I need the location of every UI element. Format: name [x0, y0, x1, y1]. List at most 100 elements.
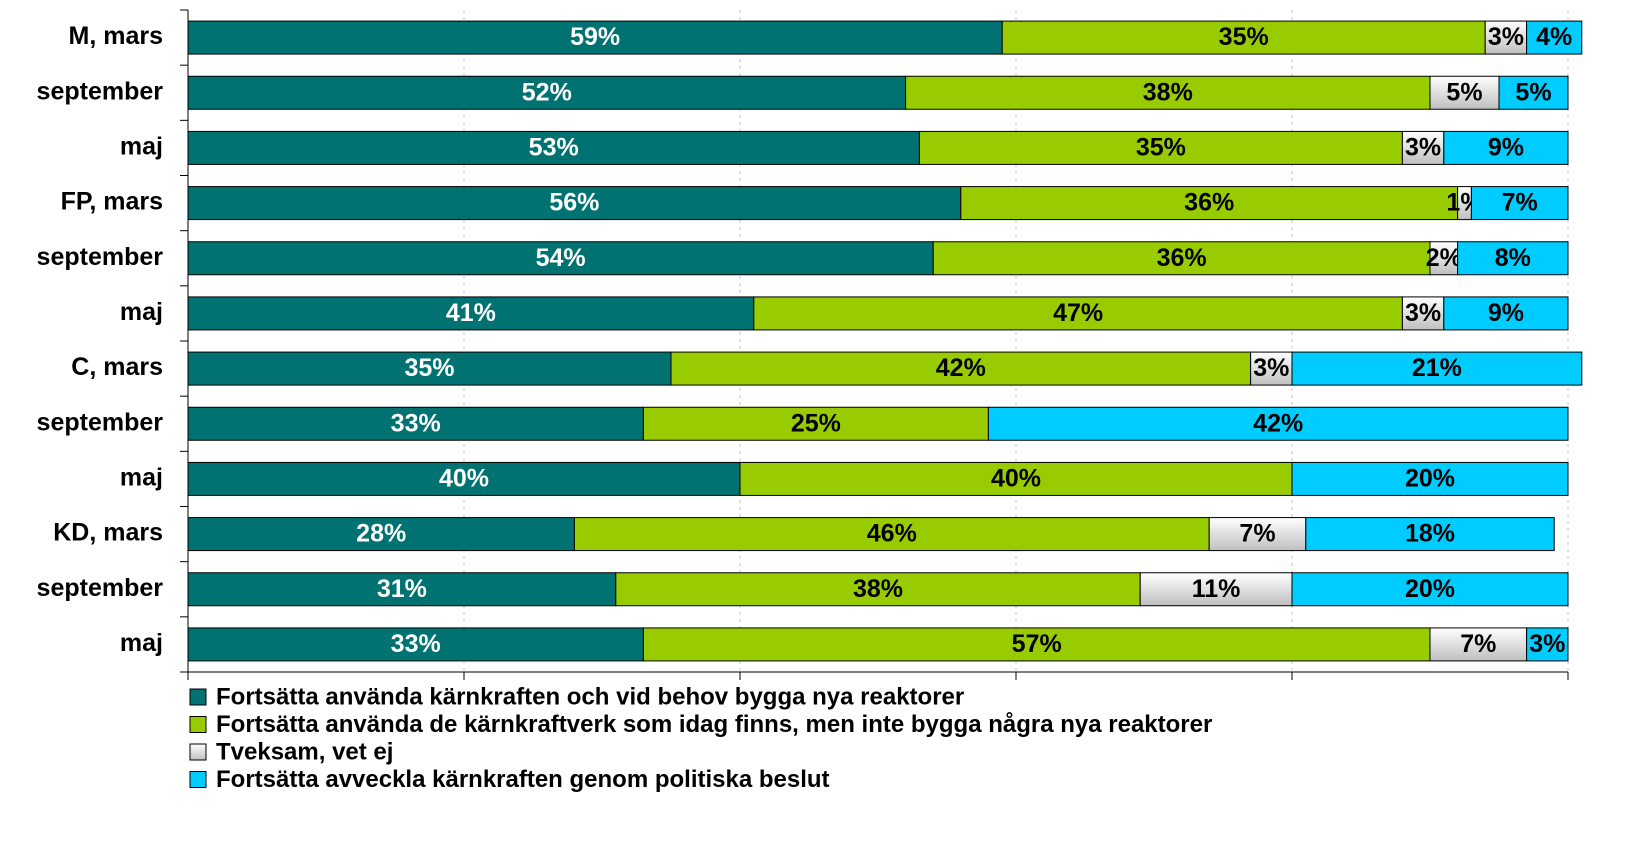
- y-tick-label: C, mars: [71, 353, 163, 381]
- data-label: 40%: [991, 465, 1041, 493]
- data-label: 11%: [1192, 575, 1241, 603]
- data-label: 21%: [1412, 354, 1462, 382]
- data-label: 7%: [1239, 520, 1275, 548]
- data-label: 53%: [529, 134, 579, 162]
- bar-segment: [1291, 572, 1569, 607]
- y-tick-label: september: [37, 243, 164, 271]
- data-label: 3%: [1405, 134, 1441, 162]
- legend-swatch: [189, 771, 207, 788]
- data-label: 5%: [1446, 78, 1482, 106]
- data-label: 46%: [867, 520, 917, 548]
- y-tick-label: FP, mars: [61, 188, 163, 216]
- bar-segment: [573, 517, 1210, 552]
- bar-segment: [187, 75, 907, 110]
- bar-segment: [932, 241, 1431, 276]
- data-label: 3%: [1529, 630, 1565, 658]
- legend-swatch: [189, 743, 207, 761]
- bar-segment: [960, 186, 1459, 221]
- bar-segment: [1443, 296, 1569, 331]
- data-label: 3%: [1253, 354, 1289, 382]
- bar-segment: [1305, 517, 1555, 552]
- data-label: 20%: [1405, 575, 1455, 603]
- bar-segment: [1429, 241, 1459, 276]
- data-label: 20%: [1405, 465, 1455, 493]
- bar-segment: [187, 572, 617, 607]
- y-tick-label: september: [37, 408, 164, 436]
- bar-segment: [187, 130, 920, 165]
- bar-segment: [187, 627, 644, 662]
- y-tick-label: maj: [120, 629, 163, 657]
- bar-segment: [918, 130, 1403, 165]
- data-label: 7%: [1460, 630, 1496, 658]
- data-label: 5%: [1515, 78, 1551, 106]
- bar-segment: [1139, 572, 1293, 607]
- bar-segment: [187, 241, 934, 276]
- data-label: 28%: [356, 520, 406, 548]
- bar-segment: [987, 406, 1569, 441]
- bar-segment: [615, 572, 1141, 607]
- data-label: 57%: [1012, 630, 1062, 658]
- data-label: 33%: [391, 409, 441, 437]
- bar-segment: [1526, 20, 1583, 55]
- data-label: 47%: [1053, 299, 1103, 327]
- y-tick-label: maj: [120, 298, 163, 326]
- bar-segment: [1498, 75, 1569, 110]
- data-label: 36%: [1184, 189, 1234, 217]
- y-tick-label: M, mars: [69, 22, 163, 50]
- bar-segment: [187, 296, 755, 331]
- bar-segment: [1401, 130, 1445, 165]
- bar-segment: [1526, 627, 1569, 662]
- legend-label: Tveksam, vet ej: [216, 738, 393, 765]
- data-label: 35%: [1136, 134, 1186, 162]
- bar-segment: [642, 406, 989, 441]
- bar-segment: [1470, 186, 1569, 221]
- legend-swatch: [189, 688, 207, 706]
- data-label: 41%: [446, 299, 496, 327]
- y-tick-label: september: [37, 574, 164, 602]
- data-label: 18%: [1405, 520, 1455, 548]
- bar-segment: [753, 296, 1403, 331]
- bar-segment: [187, 20, 1003, 55]
- bar-segment: [187, 351, 672, 386]
- data-label: 54%: [536, 244, 586, 272]
- bar-segment: [905, 75, 1431, 110]
- legend-label: Fortsätta avveckla kärnkraften genom pol…: [216, 766, 830, 793]
- data-label: 25%: [791, 409, 841, 437]
- legend-label: Fortsätta använda kärnkraften och vid be…: [216, 683, 964, 710]
- data-label: 2%: [1426, 244, 1462, 272]
- data-label: 38%: [1143, 78, 1193, 106]
- bar-segment: [187, 461, 741, 496]
- data-label: 56%: [549, 189, 599, 217]
- bar-segment: [1208, 517, 1307, 552]
- y-tick-label: maj: [120, 133, 163, 161]
- data-label: 9%: [1488, 299, 1524, 327]
- y-tick-label: KD, mars: [53, 519, 163, 547]
- y-tick-label: september: [37, 77, 164, 105]
- bar-segment: [1457, 241, 1569, 276]
- y-tick-label: maj: [120, 464, 163, 492]
- data-label: 3%: [1488, 23, 1524, 51]
- data-label: 3%: [1405, 299, 1441, 327]
- data-label: 35%: [404, 354, 454, 382]
- data-label: 31%: [377, 575, 427, 603]
- bar-segment: [187, 186, 962, 221]
- data-label: 8%: [1495, 244, 1531, 272]
- bar-segment: [1443, 130, 1569, 165]
- data-label: 4%: [1536, 23, 1572, 51]
- data-label: 35%: [1219, 23, 1269, 51]
- legend-swatch: [189, 716, 207, 733]
- data-label: 52%: [522, 78, 572, 106]
- data-label: 42%: [936, 354, 986, 382]
- data-label: 42%: [1253, 409, 1303, 437]
- data-label: 36%: [1157, 244, 1207, 272]
- data-label: 9%: [1488, 134, 1524, 162]
- bar-segment: [670, 351, 1252, 386]
- data-label: 33%: [391, 630, 441, 658]
- data-label: 40%: [439, 465, 489, 493]
- legend-label: Fortsätta använda de kärnkraftverk som i…: [216, 711, 1212, 738]
- bar-segment: [1429, 627, 1528, 662]
- data-label: 59%: [570, 23, 620, 51]
- bar-segment: [739, 461, 1293, 496]
- bar-segment: [187, 406, 644, 441]
